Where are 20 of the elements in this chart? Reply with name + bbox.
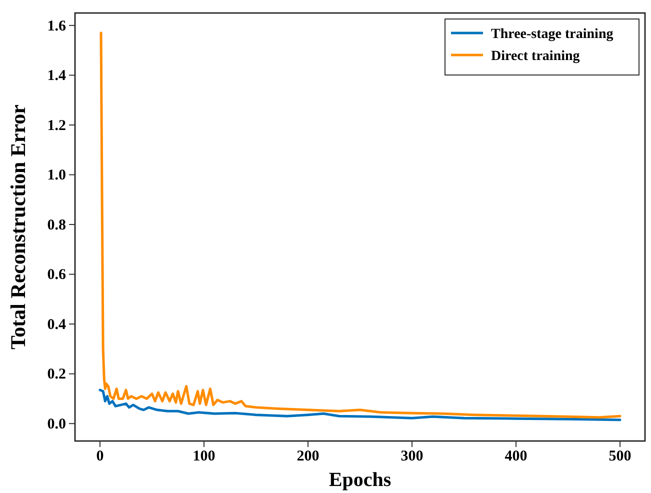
y-tick-label: 0.8 [47, 217, 66, 234]
x-tick-label: 500 [608, 448, 632, 465]
y-tick-label: 0.4 [47, 316, 66, 333]
legend-label: Three-stage training [491, 27, 614, 42]
x-axis-title: Epochs [328, 469, 392, 491]
x-tick-label: 400 [504, 448, 528, 465]
y-axis-title: Total Reconstruction Error [6, 104, 30, 350]
legend-label: Direct training [491, 49, 580, 64]
y-tick-label: 0.0 [47, 416, 66, 432]
x-tick-label: 100 [192, 448, 216, 465]
y-tick-label: 0.2 [47, 366, 66, 383]
y-tick-label: 1.2 [47, 118, 66, 134]
x-tick-label: 200 [296, 448, 320, 465]
y-tick-label: 1.4 [47, 68, 66, 84]
y-tick-label: 1.6 [47, 18, 66, 34]
x-tick-label: 0 [96, 448, 104, 465]
y-tick-label: 1.0 [47, 168, 66, 184]
x-tick-label: 300 [400, 448, 424, 465]
y-tick-label: 0.6 [47, 267, 66, 284]
line-series [98, 388, 622, 422]
